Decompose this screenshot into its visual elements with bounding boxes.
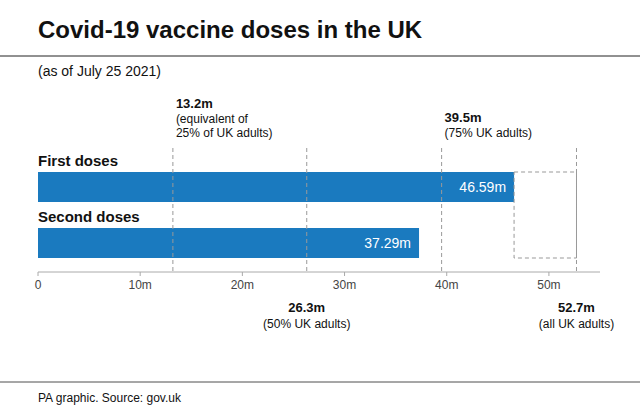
- annotation-value: 26.3m: [288, 300, 325, 315]
- source: PA graphic. Source: gov.uk: [38, 391, 182, 405]
- annotation-text: (50% UK adults): [263, 317, 350, 331]
- x-tick-label: 40m: [435, 278, 458, 292]
- x-tick: [548, 272, 549, 276]
- title: Covid-19 vaccine doses in the UK: [38, 16, 423, 43]
- annotation-value: 39.5m: [445, 110, 482, 125]
- annotation-line: (50% UK adults): [263, 317, 350, 331]
- annotation-line: (equivalent of: [176, 112, 249, 126]
- chart-container: Covid-19 vaccine doses in the UK (as of J…: [0, 0, 640, 420]
- annotation-text: (equivalent of25% of UK adults): [176, 112, 273, 140]
- category-label: First doses: [38, 152, 118, 169]
- x-axis-line: [38, 272, 600, 273]
- x-tick-label: 0: [35, 278, 42, 292]
- annotation-text: (all UK adults): [539, 317, 614, 331]
- x-tick: [344, 272, 345, 276]
- annotation-value: 52.7m: [558, 300, 595, 315]
- plot-area: [38, 148, 576, 272]
- bar: [38, 228, 419, 258]
- chart-svg: Covid-19 vaccine doses in the UK (as of J…: [0, 0, 640, 420]
- annotation-line: (all UK adults): [539, 317, 614, 331]
- x-tick-label: 30m: [333, 278, 356, 292]
- annotation-line: 25% of UK adults): [176, 126, 273, 140]
- gap-box: [514, 172, 576, 258]
- annotation-line: (75% UK adults): [445, 126, 532, 140]
- x-tick: [446, 272, 447, 276]
- bar: [38, 172, 514, 202]
- data-label: 37.29m: [364, 235, 411, 251]
- x-tick: [242, 272, 243, 276]
- x-tick: [140, 272, 141, 276]
- source-rule: [0, 382, 640, 383]
- reference-line: [441, 148, 442, 272]
- annotation-value: 13.2m: [176, 96, 213, 111]
- data-label: 46.59m: [459, 179, 506, 195]
- x-tick-label: 20m: [231, 278, 254, 292]
- annotation-text: (75% UK adults): [445, 126, 532, 140]
- reference-line: [172, 148, 173, 272]
- x-tick-label: 50m: [537, 278, 560, 292]
- subtitle: (as of July 25 2021): [38, 63, 161, 79]
- title-rule: [0, 56, 640, 57]
- x-tick-label: 10m: [129, 278, 152, 292]
- x-tick: [38, 272, 39, 276]
- category-label: Second doses: [38, 208, 140, 225]
- reference-line: [306, 148, 307, 272]
